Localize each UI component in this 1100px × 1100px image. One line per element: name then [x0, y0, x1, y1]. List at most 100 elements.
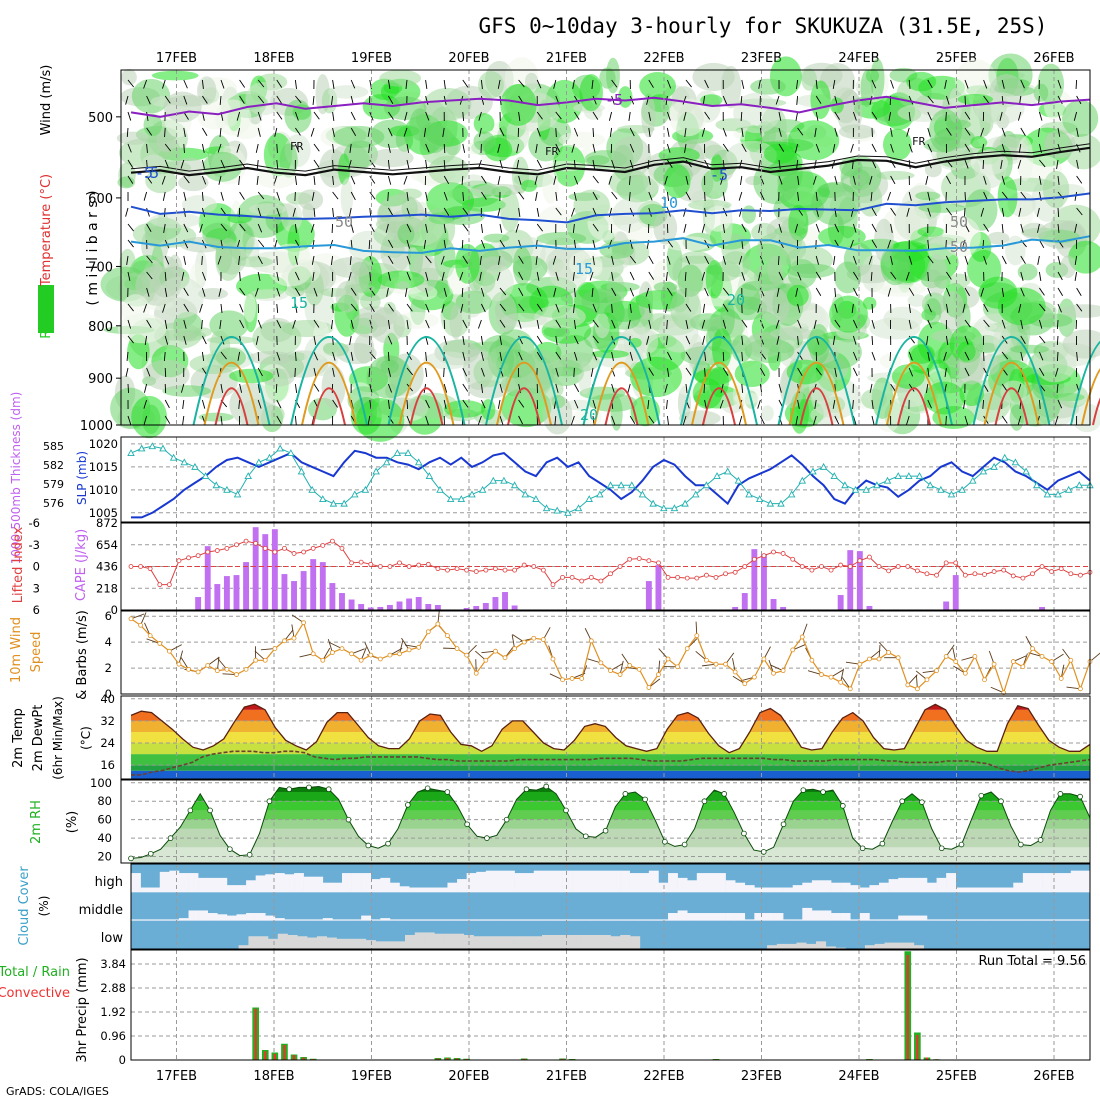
wind-speed-marker — [704, 657, 709, 663]
rh-shading-blob — [741, 205, 756, 224]
rh-shading-blob — [338, 153, 351, 186]
wind-barb — [143, 303, 148, 313]
thickness-marker — [201, 472, 210, 480]
cloud-cell — [361, 915, 372, 921]
wind-speed-marker — [147, 633, 153, 639]
wind-barb — [443, 335, 448, 345]
precip-convective-bar — [436, 1058, 439, 1060]
precip-convective-bar — [916, 1035, 919, 1060]
wind-barb — [852, 399, 854, 410]
wind-barb — [592, 95, 597, 105]
wind-barb — [273, 175, 278, 185]
wind-speed-marker — [982, 677, 987, 683]
wind-barb — [239, 271, 241, 282]
wind-barb — [869, 175, 873, 185]
cloud-cell — [735, 913, 746, 921]
rh-shading-blob — [397, 281, 410, 291]
rh2-marker — [444, 789, 451, 795]
rh-shading-blob — [248, 203, 286, 216]
cloud-cell — [495, 919, 506, 921]
cloud-cell — [380, 918, 391, 921]
precip-convective-bar — [925, 1057, 929, 1060]
wind-barb — [163, 223, 166, 233]
wind-barb — [983, 223, 989, 232]
rh-shading-blob — [700, 94, 723, 107]
cloud-cell — [806, 943, 817, 949]
wind-barb — [983, 319, 990, 328]
rh2-marker — [938, 845, 945, 852]
wind-speed-marker — [962, 670, 968, 676]
rh-shading-blob — [558, 131, 606, 148]
wind-barb — [908, 303, 911, 313]
rh-shading-blob — [1009, 344, 1050, 354]
rh-shading-blob — [639, 72, 677, 101]
wind-barb — [887, 239, 892, 249]
wind-barb — [573, 399, 579, 409]
wind-barb — [292, 319, 296, 329]
lifted-index-marker — [224, 545, 230, 551]
wind-barb — [144, 335, 148, 345]
cloud-cell — [356, 938, 367, 949]
wind-barb — [331, 95, 334, 105]
thickness-marker — [436, 485, 444, 493]
wind-barb — [852, 335, 857, 345]
cape-bar — [339, 593, 345, 610]
cloud-cell — [926, 919, 937, 921]
rh-shading-blob — [267, 243, 315, 287]
temp-tick-label: 24 — [100, 736, 115, 750]
wind-barb — [1020, 335, 1026, 344]
thickness-marker — [297, 467, 306, 475]
wind-barb — [388, 303, 394, 312]
cloud-cell — [533, 919, 544, 921]
cloud-cell — [859, 913, 870, 921]
thickness-marker — [755, 495, 764, 502]
wind-barb — [146, 319, 152, 328]
wind-barb — [722, 255, 727, 265]
wind-barb — [201, 271, 207, 281]
panel-frame — [120, 436, 1091, 523]
wind-barb — [183, 175, 190, 184]
wind-barb — [945, 303, 949, 313]
wind-barb — [685, 303, 692, 312]
wind-speed-marker — [166, 648, 172, 654]
panel-frame — [120, 69, 1091, 426]
top-date-label: 26FEB — [1033, 51, 1074, 66]
wind-barb — [498, 255, 501, 265]
wind-barb — [481, 191, 487, 200]
wind-barb — [1076, 175, 1083, 184]
wind-barb — [611, 79, 618, 88]
cape-bar — [780, 607, 787, 610]
rh-shading-blob — [761, 405, 774, 422]
cloud-cell — [424, 932, 435, 949]
isotherm-arch — [582, 336, 661, 426]
lifted-index-marker — [838, 562, 844, 568]
wind-speed-marker — [387, 652, 393, 658]
cloud-cell — [316, 936, 328, 949]
wind-axis-label: & Barbs (m/s) — [75, 610, 90, 700]
wind-barb — [927, 143, 933, 153]
wind-barb — [425, 287, 429, 297]
wind-barb — [573, 287, 576, 297]
cloud-cell — [466, 873, 477, 893]
wind-speed-marker — [224, 666, 230, 672]
wind-barb — [239, 79, 246, 88]
wind-barb — [462, 111, 465, 122]
cloud-cell — [936, 877, 947, 893]
isotherm-arch — [994, 387, 1029, 426]
cape-bar — [741, 593, 748, 610]
wind-barb — [146, 95, 151, 105]
wind-barb — [146, 111, 149, 121]
wind-barb — [574, 383, 580, 393]
isotherm-arch — [214, 387, 249, 426]
wind-barb — [554, 415, 557, 425]
cloud-cell — [562, 870, 573, 893]
wind-speed-marker — [560, 677, 565, 683]
temp-fill-group — [131, 704, 1090, 779]
cloud-cell — [399, 919, 410, 921]
cloud-cell — [744, 885, 755, 893]
lifted-index-marker — [809, 567, 815, 573]
slp-tick-label: 1010 — [89, 483, 118, 497]
wind-barb — [704, 351, 707, 361]
rh-shading-blob — [356, 398, 405, 442]
run-total-annotation: Run Total = 9.56 — [978, 954, 1086, 969]
